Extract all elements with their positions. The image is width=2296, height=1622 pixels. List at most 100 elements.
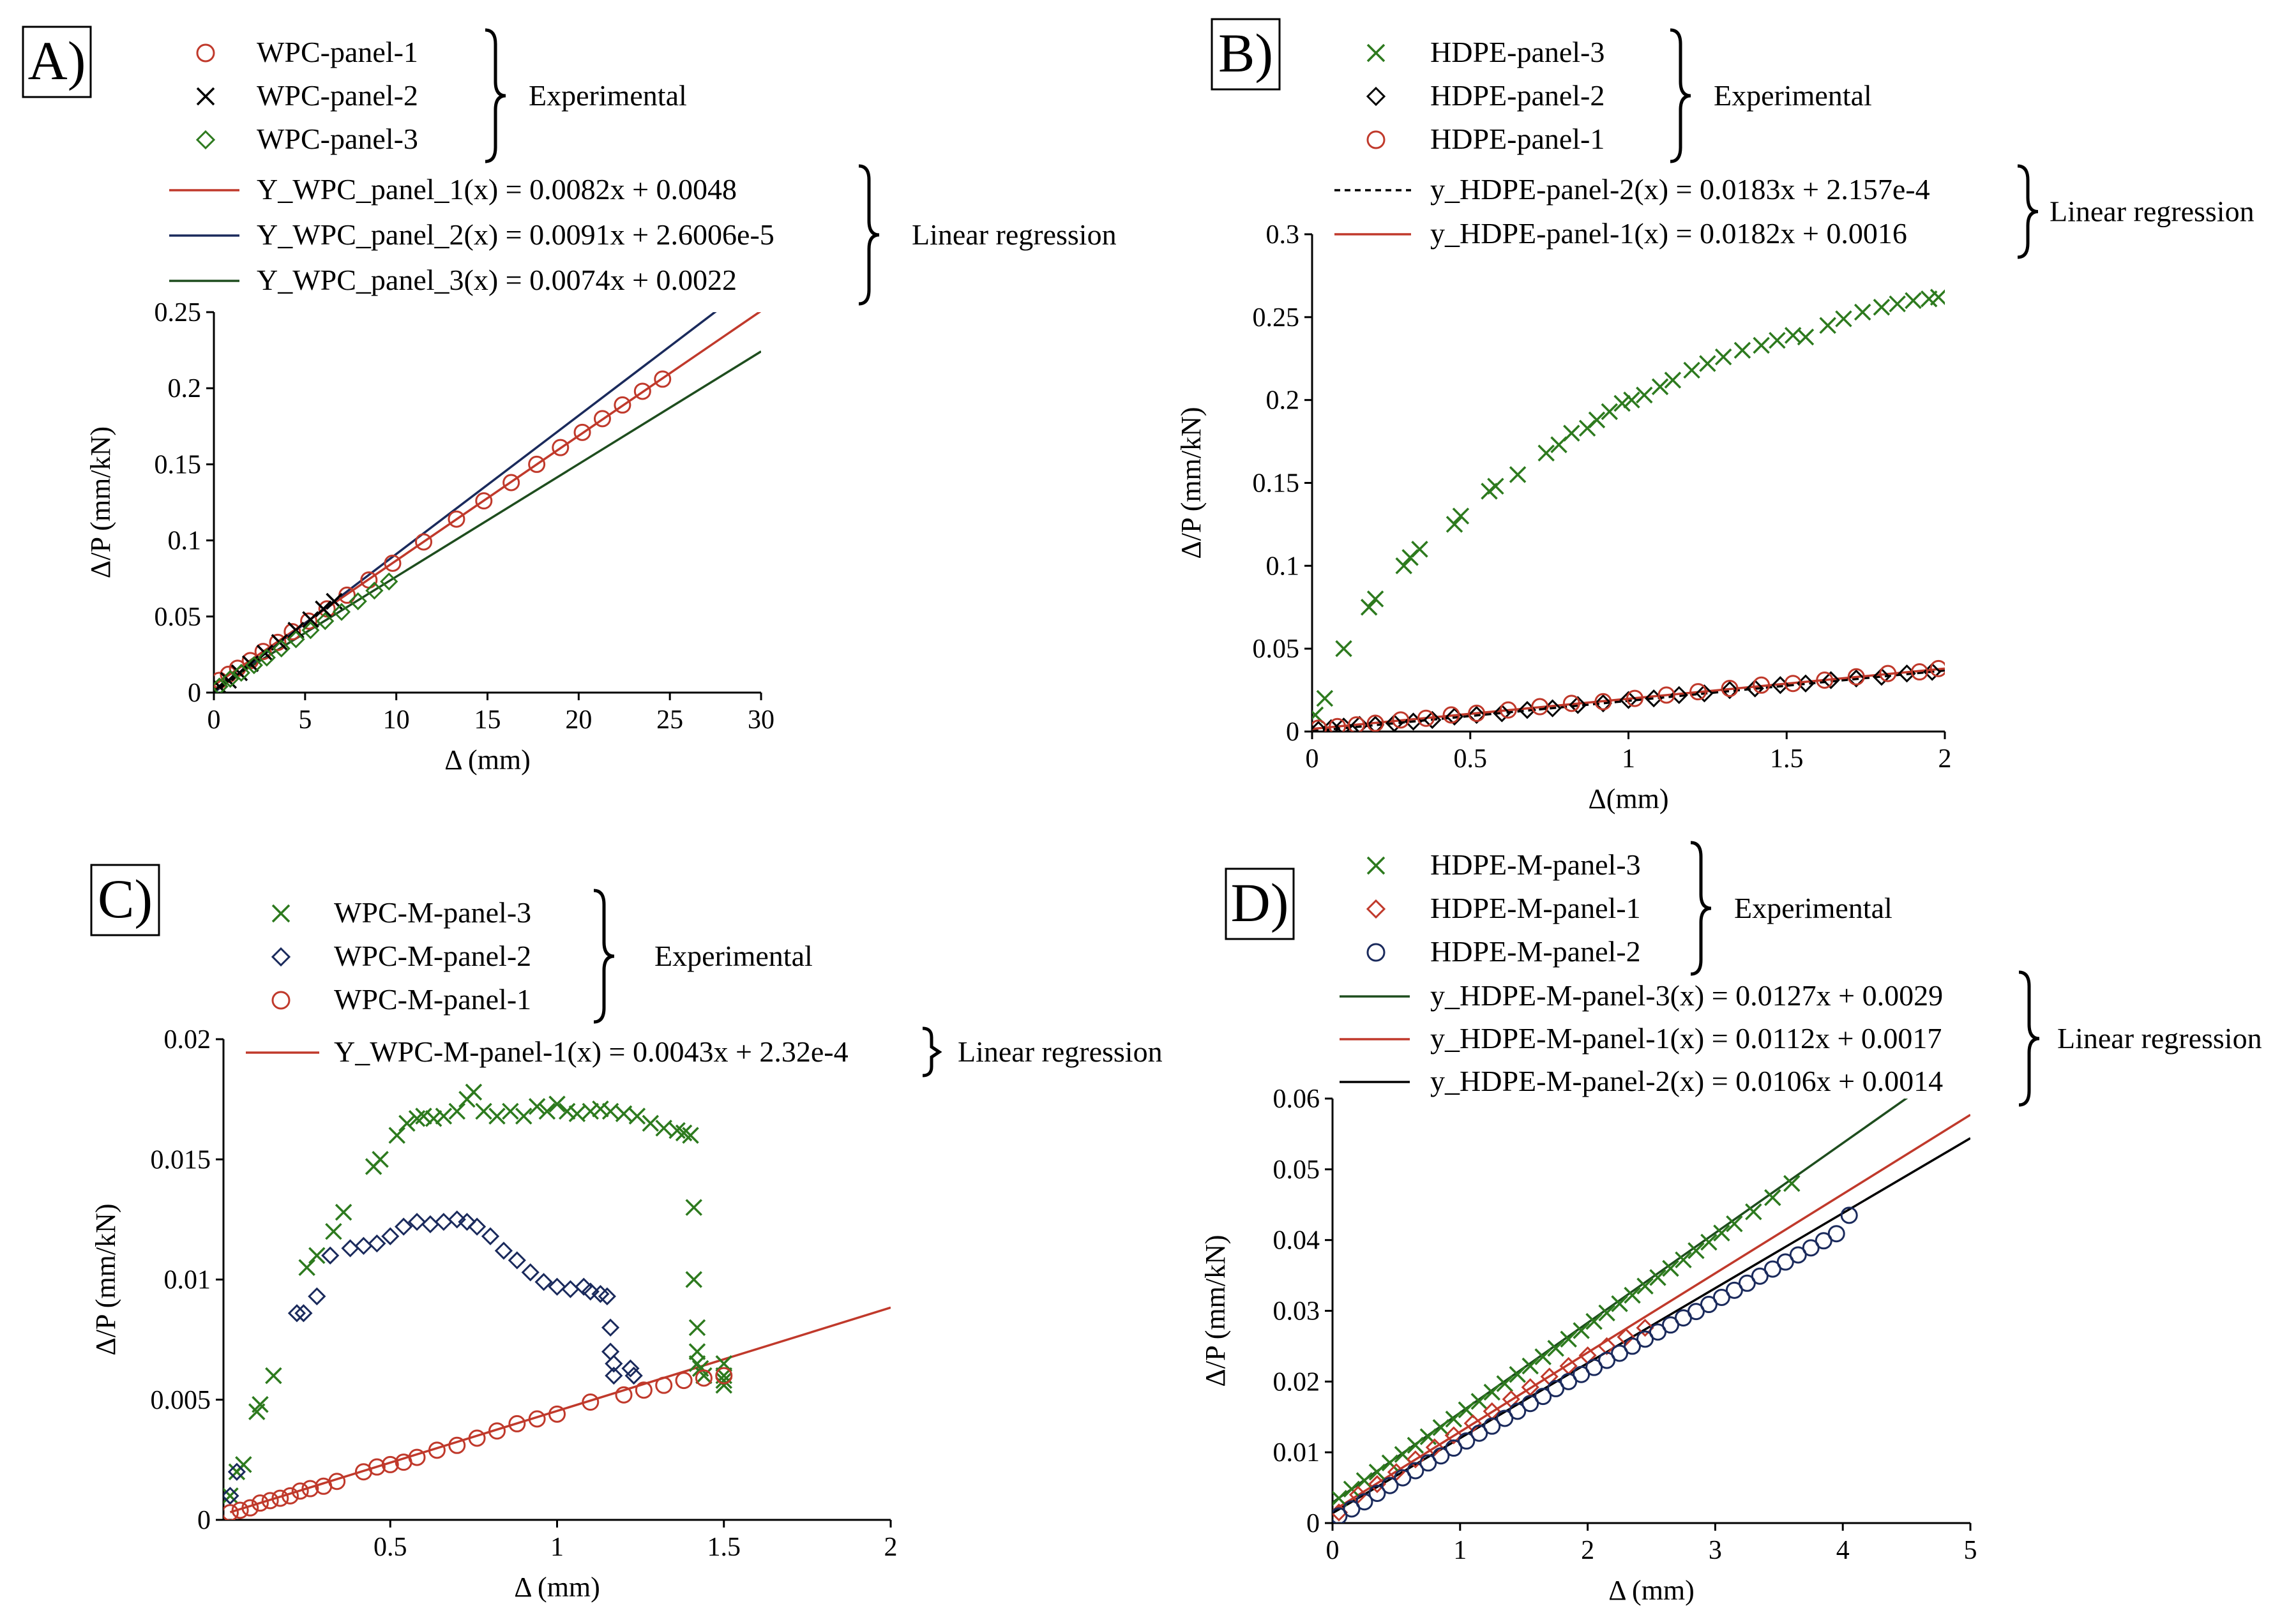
legend-marker-label: HDPE-M-panel-2 [1430,935,1641,968]
legend-marker-icon [196,87,215,106]
data-point [283,623,301,641]
series-wpc-m-panel-3 [223,1083,732,1505]
legend-marker-label: HDPE-panel-1 [1430,123,1605,155]
panel-label: B) [1218,22,1273,84]
data-point [1534,1348,1552,1365]
data-point [1636,1330,1654,1348]
data-point [688,1319,706,1337]
data-point [624,1366,643,1385]
data-point [1560,1372,1578,1390]
x-tick-label: 1 [1453,1536,1467,1565]
data-point [1613,394,1631,412]
legend-line-label: Y_WPC-M-panel-1(x) = 0.0043x + 2.32e-4 [334,1035,849,1068]
panel-label-box [90,864,160,936]
data-point [415,533,433,551]
plot-area [1333,1099,1970,1523]
data-point [593,410,611,428]
data-point [223,1487,239,1505]
data-point [615,1386,633,1404]
legend-marker-icon [1366,899,1386,919]
data-point [1316,689,1334,707]
fit-line [214,312,717,693]
data-point [1675,1251,1692,1268]
data-point [241,1499,259,1517]
data-point [1700,1296,1718,1314]
series-wpc-m-panel-1 [223,1367,733,1520]
data-point [605,1366,623,1385]
y-tick-label: 0.01 [164,1266,211,1295]
x-tick-label: 30 [748,705,774,735]
data-point [1598,1351,1616,1369]
data-point [341,1239,359,1258]
x-tick-label: 5 [1964,1536,1977,1565]
x-axis-title: Δ (mm) [1608,1575,1695,1606]
legend-marker-icon [195,130,216,150]
data-point [534,1273,553,1291]
panel-a: A) WPC-panel-1 WPC-panel-2 WPC-panel-3 Exper… [22,26,1117,776]
x-tick-label: 2 [1581,1536,1594,1565]
data-point [1487,477,1504,495]
data-point [1356,1472,1373,1489]
data-point [1483,1383,1500,1401]
data-point [628,1108,646,1125]
legend-line-label: y_HDPE-panel-2(x) = 0.0183x + 2.157e-4 [1430,173,1930,206]
data-point [1594,693,1612,710]
data-point [1406,1450,1424,1469]
data-point [635,1381,653,1399]
data-point [515,1108,532,1125]
x-tick-label: 25 [656,705,683,735]
y-tick-label: 0 [1306,1509,1320,1538]
experimental-brace [1670,28,1691,163]
data-point [254,643,272,661]
data-point [1687,1303,1705,1321]
data-point [1797,328,1815,346]
data-point [272,639,291,657]
y-axis-title: Δ/P (mm/kN) [85,426,116,578]
data-point [654,370,672,388]
data-point [257,649,276,667]
data-point [261,1492,279,1510]
series-hdpe-m-panel-2 [1333,1206,1858,1523]
data-point [332,603,351,621]
x-tick-label: 2 [1938,744,1952,774]
data-point [1499,701,1517,719]
data-point [448,510,465,528]
data-point [615,1105,633,1122]
data-point [316,612,335,631]
data-point [548,1277,566,1296]
data-point [1547,1340,1564,1357]
panel-d: D) HDPE-M-panel-3 HDPE-M-panel-1 HDPE-M-pan… [1200,841,2262,1606]
data-point [354,1236,373,1255]
data-point [1407,1436,1424,1454]
data-point [468,1429,486,1447]
legend-line-label: y_HDPE-M-panel-1(x) = 0.0112x + 0.0017 [1430,1022,1942,1055]
data-point [528,1098,546,1115]
data-point [1547,1379,1565,1397]
data-point [494,1242,513,1260]
data-point [475,1102,492,1120]
legend-line-label: y_HDPE-M-panel-3(x) = 0.0127x + 0.0029 [1430,979,1943,1012]
data-point [1348,1485,1368,1504]
data-point [223,1487,239,1505]
x-tick-label: 1.5 [707,1533,741,1562]
data-point [1366,714,1384,732]
data-point [1783,1175,1801,1192]
y-tick-label: 0.15 [155,450,202,479]
data-point [287,630,305,649]
regression-label: Linear regression [2057,1022,2262,1055]
data-point [558,1102,576,1120]
legend-marker-label: WPC-M-panel-2 [334,940,531,972]
x-tick-label: 5 [298,705,312,735]
data-point [435,1108,453,1125]
data-point [1623,391,1640,409]
panel-c: C) WPC-M-panel-3 WPC-M-panel-2 WPC-M-panel-… [90,864,1163,1603]
data-point [481,1227,500,1245]
legend-marker-icon [1366,43,1386,63]
x-tick-label: 20 [565,705,592,735]
y-tick-label: 0 [1286,717,1299,747]
fit-line [1333,1099,1908,1504]
data-point [1624,1337,1642,1355]
data-point [298,1259,315,1276]
data-point [601,1102,619,1120]
data-point [380,572,398,591]
